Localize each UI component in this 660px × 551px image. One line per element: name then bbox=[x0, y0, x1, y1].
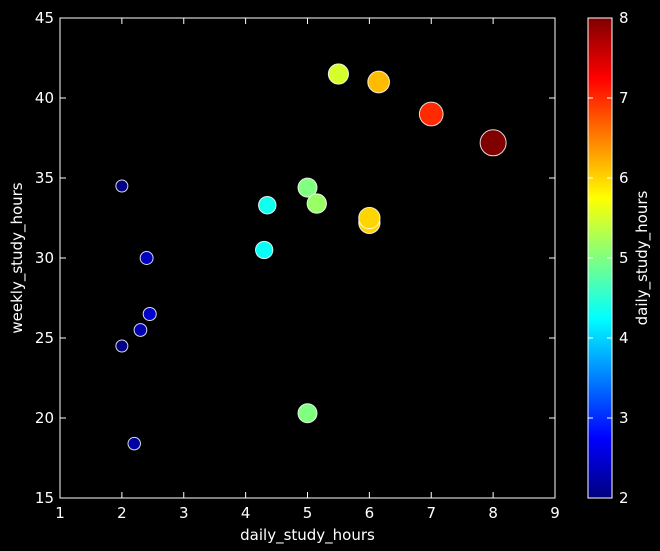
y-tick-label: 25 bbox=[35, 329, 54, 347]
colorbar: 2 3 4 5 6 7 8 daily_study_hours bbox=[587, 9, 652, 507]
scatter-point bbox=[127, 436, 141, 451]
scatter-point bbox=[115, 339, 129, 353]
scatter-point bbox=[142, 306, 157, 322]
x-tick-label: 4 bbox=[241, 504, 251, 522]
y-tick-label: 30 bbox=[35, 249, 54, 267]
y-tick-label: 40 bbox=[35, 89, 54, 107]
x-tick-label: 7 bbox=[426, 504, 436, 522]
scatter-point bbox=[255, 240, 274, 260]
scatter-point bbox=[297, 177, 318, 198]
y-tick-label: 35 bbox=[35, 169, 54, 187]
scatter-point bbox=[258, 195, 277, 215]
colorbar-tick-label: 7 bbox=[619, 89, 629, 107]
x-axis: 1 2 3 4 5 6 7 8 9 bbox=[55, 18, 560, 522]
x-tick-label: 1 bbox=[55, 504, 65, 522]
colorbar-tick-label: 3 bbox=[619, 409, 629, 427]
scatter-point bbox=[327, 63, 350, 85]
y-axis: 15 20 25 30 35 40 45 bbox=[35, 9, 555, 507]
scatter-point bbox=[306, 193, 327, 214]
y-tick-label: 45 bbox=[35, 9, 54, 27]
y-tick-label: 15 bbox=[35, 489, 54, 507]
scatter-point bbox=[139, 251, 154, 265]
scatter-point bbox=[115, 179, 129, 193]
x-tick-label: 8 bbox=[488, 504, 498, 522]
colorbar-label: daily_study_hours bbox=[633, 190, 652, 325]
y-tick-label: 20 bbox=[35, 409, 54, 427]
colorbar-ticks: 2 3 4 5 6 7 8 bbox=[588, 9, 629, 507]
x-tick-label: 3 bbox=[179, 504, 189, 522]
x-tick-label: 9 bbox=[550, 504, 560, 522]
colorbar-tick-label: 4 bbox=[619, 329, 629, 347]
y-axis-title: weekly_study_hours bbox=[8, 182, 27, 333]
colorbar-tick-label: 8 bbox=[619, 9, 629, 27]
x-tick-label: 5 bbox=[303, 504, 313, 522]
plot-area bbox=[59, 17, 556, 499]
x-tick-label: 6 bbox=[365, 504, 375, 522]
scatter-point bbox=[358, 206, 381, 230]
colorbar-tick-label: 2 bbox=[619, 489, 629, 507]
scatter-point bbox=[367, 70, 390, 94]
x-tick-label: 2 bbox=[117, 504, 127, 522]
colorbar-tick-label: 6 bbox=[619, 169, 629, 187]
scatter-point bbox=[133, 323, 148, 337]
scatter-point bbox=[418, 101, 444, 127]
plot-frame bbox=[59, 17, 556, 499]
points-layer bbox=[115, 63, 507, 451]
scatter-point bbox=[479, 129, 507, 157]
colorbar-tick-label: 5 bbox=[619, 249, 629, 267]
scatter-point bbox=[297, 403, 318, 424]
x-axis-title: daily_study_hours bbox=[240, 526, 375, 545]
